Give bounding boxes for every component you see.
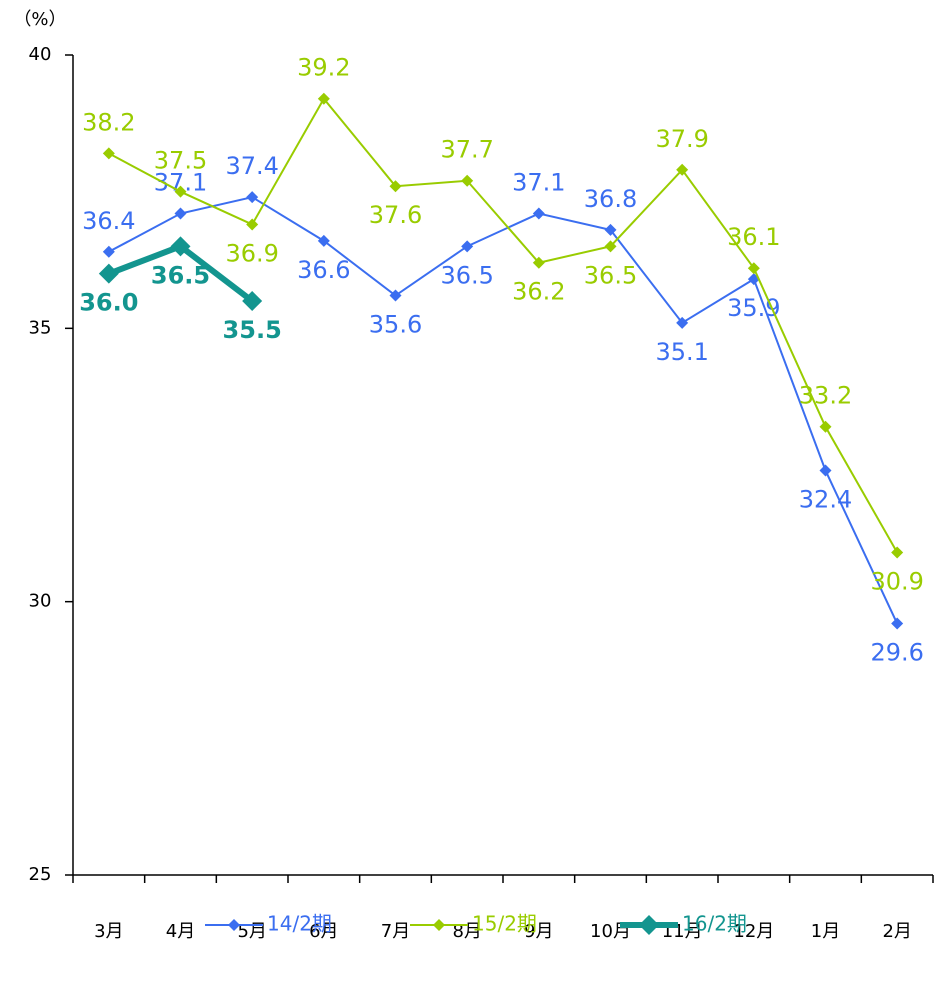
x-tick-label: 5月 bbox=[237, 921, 266, 942]
data-label: 37.1 bbox=[512, 169, 565, 197]
x-tick-label: 2月 bbox=[882, 921, 911, 942]
data-point bbox=[242, 291, 263, 311]
data-point bbox=[604, 223, 617, 236]
x-tick-label: 6月 bbox=[309, 921, 338, 942]
legend-marker bbox=[639, 915, 659, 935]
data-label: 37.4 bbox=[225, 152, 278, 180]
y-tick-label: 40 bbox=[29, 44, 52, 65]
data-point bbox=[102, 245, 115, 258]
data-label: 29.6 bbox=[870, 639, 923, 667]
x-tick-label: 8月 bbox=[452, 921, 481, 942]
data-point bbox=[389, 180, 402, 193]
data-point bbox=[389, 289, 402, 302]
x-tick-label: 4月 bbox=[166, 921, 195, 942]
data-label: 32.4 bbox=[799, 485, 852, 513]
data-label: 33.2 bbox=[799, 382, 852, 410]
data-point bbox=[246, 191, 259, 204]
data-point bbox=[532, 256, 545, 269]
series-line bbox=[108, 196, 899, 624]
data-point bbox=[98, 263, 119, 284]
x-tick-label: 3月 bbox=[94, 921, 123, 942]
data-point bbox=[676, 316, 689, 329]
y-unit: （%） bbox=[13, 9, 66, 30]
data-label: 37.7 bbox=[440, 136, 493, 164]
data-label: 36.2 bbox=[512, 278, 565, 306]
data-point bbox=[317, 92, 330, 105]
data-label: 36.5 bbox=[440, 261, 493, 289]
data-point bbox=[246, 218, 259, 231]
y-tick-label: 25 bbox=[29, 864, 52, 885]
x-tick-label: 12月 bbox=[733, 921, 774, 942]
data-point bbox=[819, 464, 832, 477]
legend-marker bbox=[433, 919, 445, 931]
data-label: 38.2 bbox=[82, 108, 135, 136]
data-point bbox=[174, 207, 187, 220]
data-label: 36.5 bbox=[151, 261, 210, 289]
data-point bbox=[532, 207, 545, 220]
legend-label: 14/2期 bbox=[267, 912, 332, 936]
data-point bbox=[747, 262, 760, 275]
data-label: 36.4 bbox=[82, 207, 135, 235]
data-label: 37.6 bbox=[369, 201, 422, 229]
data-label: 36.0 bbox=[79, 289, 138, 317]
data-label: 36.1 bbox=[727, 223, 780, 251]
data-label: 37.9 bbox=[655, 125, 708, 153]
data-label: 35.6 bbox=[369, 311, 422, 339]
data-label: 37.5 bbox=[154, 147, 207, 175]
data-point bbox=[461, 174, 474, 187]
data-point bbox=[102, 147, 115, 160]
x-tick-label: 9月 bbox=[524, 921, 553, 942]
x-tick-label: 7月 bbox=[381, 921, 410, 942]
data-point bbox=[604, 240, 617, 253]
data-point bbox=[891, 617, 904, 630]
data-label: 35.1 bbox=[655, 338, 708, 366]
data-point bbox=[317, 234, 330, 247]
data-label: 39.2 bbox=[297, 54, 350, 82]
data-point bbox=[819, 420, 832, 433]
series-line bbox=[108, 96, 899, 553]
data-label: 36.8 bbox=[584, 185, 637, 213]
legend-label: 16/2期 bbox=[682, 912, 747, 936]
x-tick-label: 1月 bbox=[811, 921, 840, 942]
data-label: 30.9 bbox=[870, 567, 923, 595]
y-tick-label: 30 bbox=[29, 591, 52, 612]
data-point bbox=[676, 163, 689, 176]
data-label: 35.5 bbox=[223, 316, 282, 344]
data-point bbox=[461, 240, 474, 253]
data-label: 36.9 bbox=[225, 239, 278, 267]
data-point bbox=[170, 236, 191, 257]
legend-label: 15/2期 bbox=[472, 912, 537, 936]
data-point bbox=[891, 546, 904, 559]
data-label: 36.6 bbox=[297, 256, 350, 284]
y-tick-label: 35 bbox=[29, 317, 52, 338]
data-label: 36.5 bbox=[584, 261, 637, 289]
legend-marker bbox=[228, 919, 240, 931]
data-point bbox=[174, 185, 187, 198]
